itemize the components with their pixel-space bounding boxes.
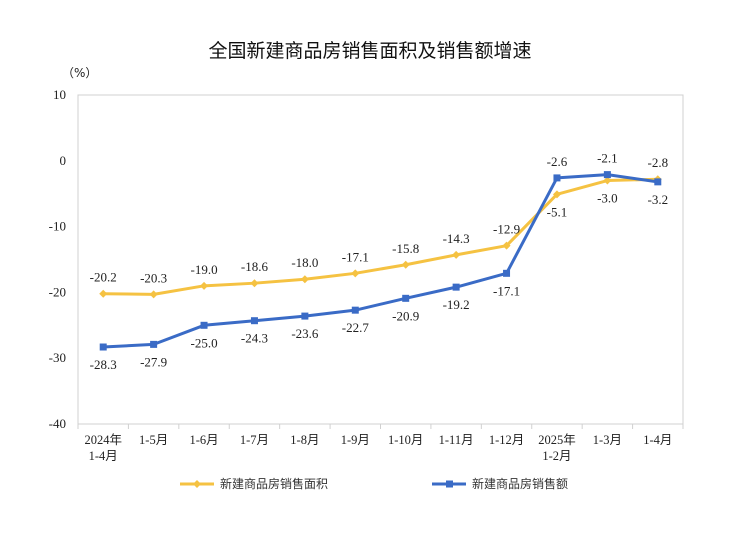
- data-label: -14.3: [443, 231, 470, 246]
- x-tick-label: 1-4月: [643, 433, 672, 447]
- data-label: -5.1: [547, 204, 568, 219]
- x-tick-label: 1-6月: [189, 433, 218, 447]
- data-label: -22.7: [342, 320, 370, 335]
- data-label: -3.0: [597, 191, 618, 206]
- data-label: -25.0: [190, 335, 217, 350]
- data-point-square: [654, 178, 662, 186]
- x-tick-label: 1-11月: [439, 433, 474, 447]
- x-tick-label: 1-9月: [341, 433, 370, 447]
- legend-marker-square: [446, 480, 453, 488]
- data-label: -19.0: [190, 262, 217, 277]
- data-point-square: [351, 306, 359, 314]
- y-tick-label: -40: [49, 416, 66, 431]
- data-label: -2.8: [647, 155, 668, 170]
- y-axis-unit-label: （%）: [62, 66, 98, 80]
- data-label: -18.0: [291, 255, 318, 270]
- data-point-square: [200, 321, 208, 329]
- data-point-square: [250, 317, 258, 325]
- data-point-square: [99, 343, 107, 351]
- data-label: -12.9: [493, 222, 520, 237]
- x-tick-label: 1-12月: [489, 433, 524, 447]
- data-point-square: [553, 174, 561, 182]
- data-label: -17.1: [342, 249, 369, 264]
- x-tick-label: 1-10月: [388, 433, 423, 447]
- data-point-diamond: [200, 281, 209, 290]
- data-point-diamond: [401, 260, 410, 269]
- x-tick-label: 2024年: [84, 433, 122, 447]
- data-label: -24.3: [241, 331, 268, 346]
- data-label: -15.8: [392, 241, 419, 256]
- data-point-diamond: [603, 176, 612, 185]
- legend-marker-diamond: [193, 480, 201, 488]
- data-point-square: [301, 312, 309, 320]
- x-tick-label: 1-2月: [542, 449, 571, 463]
- data-label: -17.1: [493, 283, 520, 298]
- data-label: -27.9: [140, 354, 167, 369]
- chart-title: 全国新建商品房销售面积及销售额增速: [208, 40, 532, 62]
- y-tick-label: 10: [53, 87, 66, 102]
- data-point-diamond: [452, 250, 461, 259]
- y-tick-label: -10: [49, 219, 66, 234]
- data-point-diamond: [250, 279, 259, 288]
- data-label: -3.2: [647, 192, 668, 207]
- series-line-1: [103, 177, 658, 296]
- series-line-2: [103, 173, 659, 349]
- data-point-diamond: [99, 289, 108, 298]
- data-label: -23.6: [291, 326, 319, 341]
- plot-area-border: [77, 94, 684, 425]
- x-tick-label: 1-5月: [139, 433, 168, 447]
- data-label: -20.2: [90, 270, 117, 285]
- data-point-square: [452, 283, 460, 291]
- data-point-square: [402, 294, 410, 302]
- data-label: -2.1: [597, 151, 618, 166]
- data-point-square: [150, 340, 158, 348]
- y-tick-label: -30: [49, 350, 66, 365]
- y-tick-label: 0: [60, 153, 67, 168]
- data-point-diamond: [552, 190, 561, 199]
- data-point-diamond: [502, 241, 511, 250]
- data-label: -20.9: [392, 308, 419, 323]
- x-tick-label: 2025年: [538, 433, 576, 447]
- x-tick-label: 1-3月: [593, 433, 622, 447]
- data-point-square: [503, 269, 511, 277]
- y-tick-label: -20: [49, 284, 66, 299]
- data-point-diamond: [351, 269, 360, 278]
- data-label: -19.2: [443, 297, 470, 312]
- x-tick-label: 1-8月: [290, 433, 319, 447]
- data-label: -2.6: [547, 154, 568, 169]
- data-point-diamond: [149, 290, 158, 299]
- legend-label-1: 新建商品房销售面积: [220, 476, 328, 491]
- x-tick-label: 1-7月: [240, 433, 269, 447]
- data-label: -28.3: [90, 357, 117, 372]
- data-label: -18.6: [241, 259, 269, 274]
- x-tick-label: 1-4月: [89, 449, 118, 463]
- data-point-square: [603, 171, 611, 179]
- data-point-diamond: [300, 275, 309, 284]
- data-label: -20.3: [140, 270, 167, 285]
- legend-label-2: 新建商品房销售额: [472, 476, 568, 491]
